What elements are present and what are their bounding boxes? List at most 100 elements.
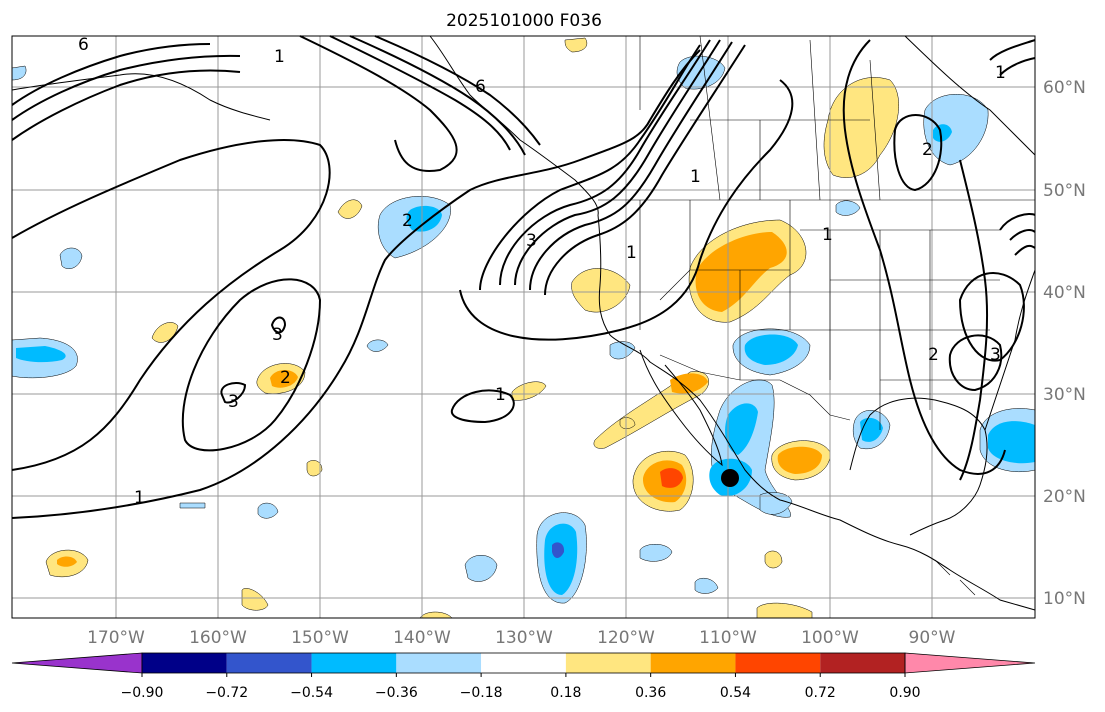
contour-hudson	[893, 114, 943, 192]
shade-orange	[270, 369, 298, 388]
contour-label: 1	[134, 488, 145, 508]
shade-blue	[860, 417, 883, 442]
contour-labels: 1 1 6 3 1 2 3 2 3 1 1 2 3 2 1 6 1	[78, 35, 1006, 508]
colorbar-segment	[396, 653, 482, 673]
colorbar-min-extend	[11, 652, 143, 674]
colorbar-segment	[820, 653, 905, 673]
lat-label: 20°N	[1043, 487, 1086, 507]
lon-label: 90°W	[909, 628, 956, 648]
contour-label: 1	[690, 167, 701, 187]
contour-label: 2	[922, 140, 933, 160]
coastline-west-coast	[597, 214, 1036, 611]
shade-yellow	[511, 381, 547, 401]
contour-label: 1	[495, 385, 506, 405]
colorbar-segment	[226, 653, 312, 673]
shade-blue	[744, 334, 798, 365]
shade-yellow	[306, 460, 323, 477]
state-borders	[639, 200, 1000, 430]
contour-label: 2	[928, 345, 939, 365]
shade-orange	[670, 373, 708, 394]
contour-label: 2	[280, 368, 291, 388]
lat-label: 10°N	[1043, 589, 1086, 609]
contour-1-west	[11, 139, 331, 471]
contour-label: 3	[526, 231, 537, 251]
contour-3-pacific	[220, 382, 247, 404]
latitude-labels: 60°N 50°N 40°N 30°N 20°N 10°N	[1043, 78, 1086, 609]
contour-trough-3	[514, 39, 721, 286]
contour-alaska-1	[299, 35, 458, 172]
shade-light-blue	[179, 502, 206, 509]
shade-yellow	[151, 322, 179, 343]
contour-2-pacific	[181, 278, 322, 452]
contour-1-pacific	[11, 49, 701, 519]
contour-trough-4	[529, 41, 733, 291]
map-title: 2025101000 F036	[446, 11, 602, 31]
colorbar-tick-label: −0.72	[205, 685, 248, 701]
shade-yellow	[764, 550, 783, 569]
coastlines	[11, 35, 1036, 611]
coastline-canada	[904, 35, 1036, 156]
shade-yellow	[241, 588, 269, 611]
contour-label: 6	[475, 77, 486, 97]
shade-light-blue	[694, 577, 719, 594]
colorbar-tick-label: −0.36	[375, 685, 418, 701]
lon-label: 170°W	[87, 628, 145, 648]
shade-blue	[544, 523, 578, 595]
border-central-america	[934, 559, 976, 596]
contour-trough-5	[544, 44, 746, 296]
colorbar-segment	[565, 653, 651, 673]
shade-light-blue	[759, 492, 793, 515]
contour-label: 1	[822, 225, 833, 245]
contour-label: 3	[272, 325, 283, 345]
colorbar-tick-label: 0.18	[550, 685, 581, 701]
border-us-mexico	[659, 354, 851, 421]
colorbar-tick-label: 0.36	[635, 685, 666, 701]
shade-light-blue	[464, 555, 498, 582]
colorbar-segment	[142, 653, 227, 673]
contour-alaska-3	[349, 35, 526, 156]
map-frame	[11, 35, 1036, 619]
shade-yellow	[337, 199, 363, 219]
shade-orange	[777, 446, 822, 474]
contour-ne-1	[999, 212, 1036, 256]
shade-light-blue	[923, 94, 989, 166]
contour-se-us	[959, 159, 989, 481]
contour-label: 3	[990, 345, 1001, 365]
contour-central-us	[842, 39, 1006, 475]
colorbar-tick-label: 0.90	[889, 685, 920, 701]
contour-trough-1	[479, 44, 701, 291]
contour-trough-outer	[459, 79, 794, 341]
coastline-baja	[639, 349, 723, 467]
coastline-aleutians	[11, 73, 271, 121]
shade-dark-blue	[552, 542, 565, 558]
lon-label: 150°W	[291, 628, 349, 648]
contour-trough-2	[499, 39, 711, 286]
colorbar-segment	[481, 653, 566, 673]
contour-label: 1	[274, 47, 285, 67]
lat-label: 30°N	[1043, 385, 1086, 405]
shade-red	[660, 468, 683, 488]
contour-bering-3	[11, 43, 211, 106]
colorbar-segment	[735, 653, 821, 673]
shade-light-blue	[257, 502, 279, 519]
colorbar-segment	[650, 653, 736, 673]
colorbar-segment	[311, 653, 397, 673]
shade-yellow	[756, 602, 813, 619]
shade-blue	[933, 124, 952, 142]
contour-alaska-2	[329, 35, 511, 151]
contour-ohio-low	[948, 334, 1003, 392]
shade-yellow	[564, 37, 588, 53]
shade-light-blue	[366, 339, 389, 352]
contour-lines	[11, 35, 1036, 519]
lat-label: 50°N	[1043, 181, 1086, 201]
shade-light-blue	[59, 247, 83, 269]
lat-label: 60°N	[1043, 78, 1086, 98]
shade-light-blue	[676, 55, 726, 90]
colorbar-tick-label: −0.90	[121, 685, 164, 701]
contour-label: 1	[995, 63, 1006, 83]
graticule	[12, 36, 1035, 618]
contour-bering-1	[11, 69, 241, 141]
lon-label: 130°W	[495, 628, 553, 648]
shade-yellow	[571, 268, 631, 313]
